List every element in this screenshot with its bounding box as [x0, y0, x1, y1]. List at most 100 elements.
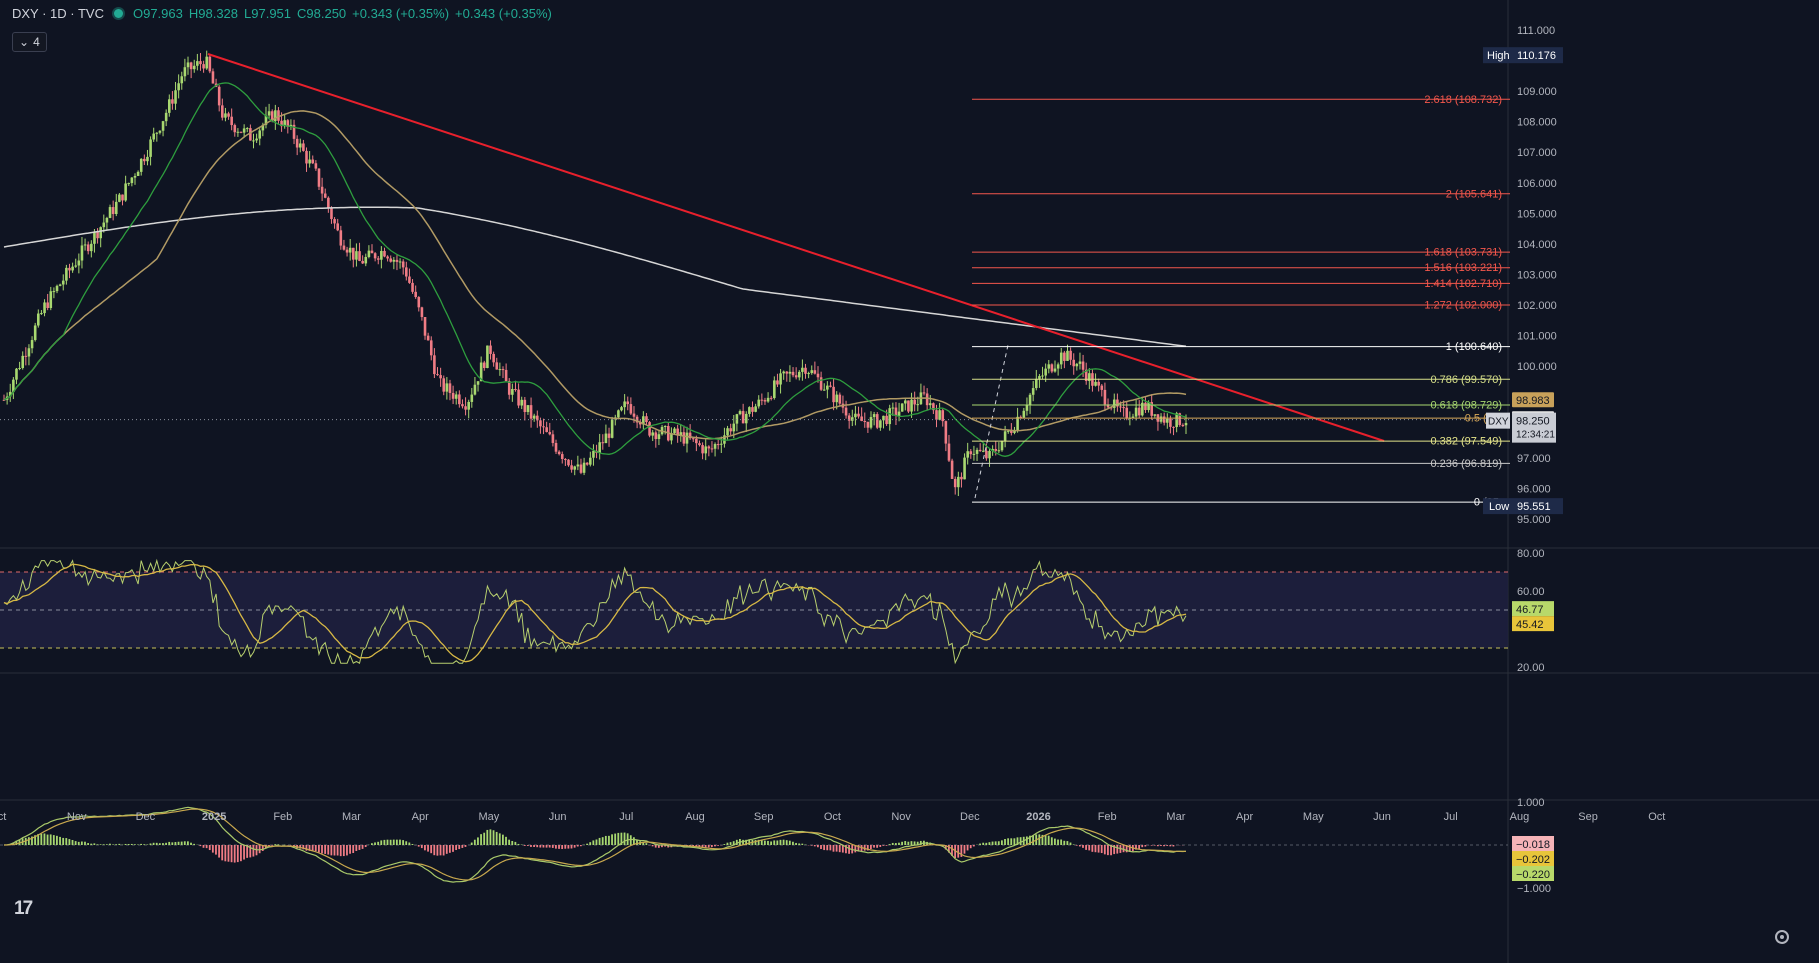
macd-hist-bar [617, 832, 620, 845]
macd-hist-bar [87, 843, 90, 845]
candle-body [879, 420, 882, 428]
macd-hist-bar [1069, 842, 1072, 845]
candle-body [171, 99, 174, 104]
macd-hist-bar [112, 844, 114, 845]
candle-body [638, 422, 642, 425]
settings-gear-icon[interactable] [1775, 930, 1789, 944]
candle-body [994, 448, 998, 451]
macd-hist-bar [636, 839, 638, 845]
macd-hist-bar [49, 834, 52, 845]
price-axis-tick: 100.000 [1517, 361, 1557, 373]
macd-hist-bar [202, 845, 205, 848]
rsi-axis-tick: 60.00 [1517, 586, 1545, 598]
tradingview-logo[interactable]: 17 [14, 898, 33, 919]
candle-body [426, 335, 430, 341]
candle-body [236, 131, 240, 133]
candle-body [573, 466, 577, 470]
macd-hist-bar [1054, 838, 1056, 845]
fib-level-label: 1.618 (103.731) [1424, 247, 1502, 259]
macd-hist-bar [190, 842, 192, 845]
macd-hist-bar [848, 845, 850, 854]
candle-body [791, 371, 795, 376]
candle-body [1022, 410, 1026, 418]
candle-body [629, 404, 633, 414]
candle-body [130, 177, 134, 184]
candle-body [295, 138, 299, 148]
macd-hist-bar [508, 839, 511, 845]
candle-body [445, 383, 449, 392]
macd-hist-bar [333, 845, 336, 856]
candle-body [1131, 416, 1135, 418]
macd-hist-bar [1044, 835, 1047, 845]
rsi-axis-tick: 80.00 [1517, 548, 1545, 560]
candle-body [729, 428, 732, 432]
macd-hist-bar [573, 845, 576, 848]
candle-body [1147, 402, 1150, 411]
macd-hist-bar [879, 845, 882, 847]
macd-hist-bar [240, 845, 242, 862]
macd-hist-bar [180, 841, 183, 845]
macd-hist-bar [645, 843, 648, 845]
macd-hist-bar [654, 845, 657, 848]
candle-body [99, 227, 102, 239]
candle-body [161, 121, 165, 131]
macd-hist-bar [236, 845, 239, 863]
candle-body [127, 183, 131, 185]
candle-body [492, 353, 495, 363]
macd-hist-bar [1153, 845, 1156, 846]
candle-body [414, 291, 417, 298]
candle-body [769, 397, 773, 399]
macd-hist-bar [561, 845, 564, 850]
candle-body [411, 282, 414, 292]
macd-hist-bar [657, 845, 660, 848]
indicators-toggle-button[interactable]: ⌄ 4 [12, 32, 47, 52]
candle-body [1119, 406, 1122, 408]
candle-body [339, 230, 343, 246]
macd-hist-bar [717, 845, 719, 846]
macd-hist-bar [1041, 834, 1044, 845]
time-axis-label: Mar [342, 811, 361, 823]
rsi-ma-value-tag-bg [1512, 616, 1554, 632]
indicator-count: 4 [33, 35, 40, 49]
candle-body [423, 317, 427, 336]
price-axis-tick: 111.000 [1517, 25, 1555, 37]
candle-body [164, 112, 168, 122]
candle-body [111, 207, 115, 214]
macd-hist-bar [243, 845, 245, 860]
macd-value-tag-bg [1512, 836, 1554, 851]
macd-hist-bar [177, 841, 180, 845]
candle-body [1056, 364, 1060, 369]
candle-body [61, 280, 65, 285]
macd-hist-bar [704, 845, 707, 848]
macd-hist-bar [820, 845, 822, 850]
candle-body [854, 413, 857, 418]
candle-body [314, 163, 318, 169]
symbol-title[interactable]: DXY · 1D · TVC [12, 6, 104, 21]
macd-hist-bar [249, 845, 252, 858]
macd-hist-bar [770, 841, 773, 845]
candle-body [716, 444, 720, 446]
time-axis-label: Oct [824, 811, 841, 823]
candle-body [1069, 350, 1072, 360]
candle-body [12, 379, 15, 392]
candle-body [389, 258, 393, 262]
candle-body [985, 450, 988, 459]
macd-hist-bar [1063, 840, 1066, 845]
macd-hist-bar [149, 843, 152, 845]
ma-value-tag: 98.983 [1516, 395, 1550, 407]
macd-hist-bar [729, 842, 732, 845]
candle-body [461, 404, 464, 407]
macd-hist-bar [1097, 845, 1100, 853]
symbol-tag: DXY [1488, 417, 1509, 428]
macd-hist-bar [1029, 835, 1031, 845]
macd-hist-bar [1103, 845, 1106, 855]
rsi-line [3, 558, 1187, 665]
macd-hist-bar [483, 832, 486, 845]
macd-hist-bar [907, 841, 910, 845]
macd-hist-bar [221, 845, 224, 861]
time-axis-label: Nov [891, 811, 911, 823]
macd-hist-bar [514, 841, 517, 845]
candle-body [944, 421, 948, 444]
